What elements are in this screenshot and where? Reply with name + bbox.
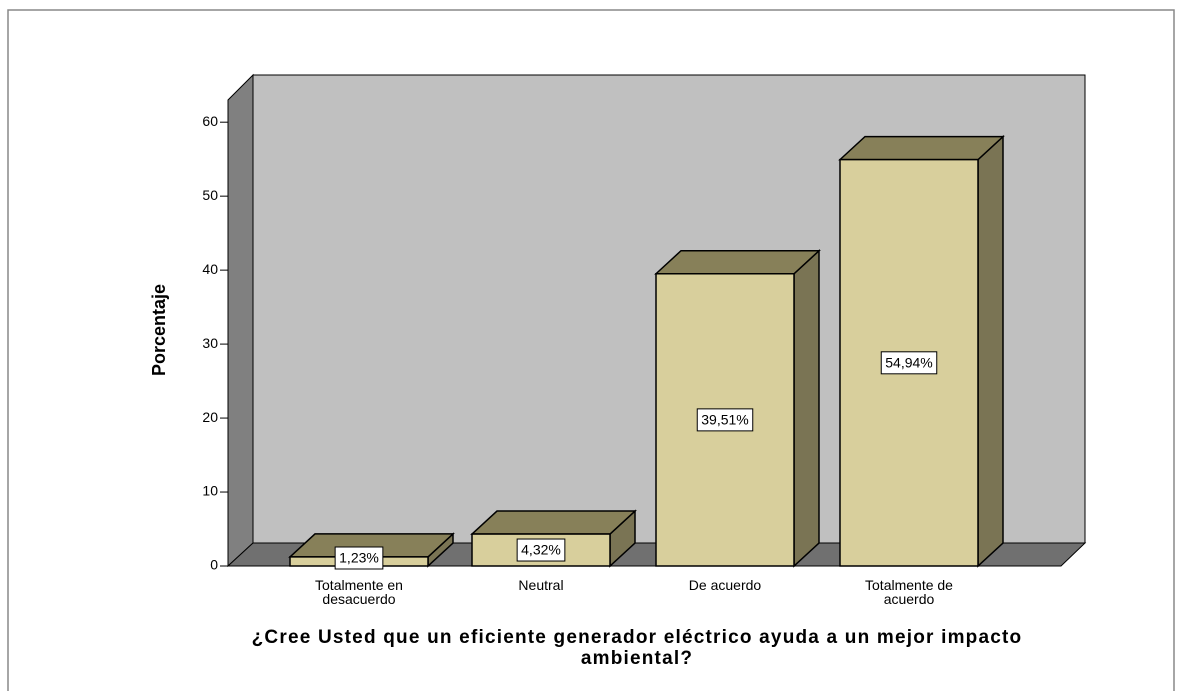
x-tick-label: De acuerdo xyxy=(688,577,762,593)
y-tick-label: 20 xyxy=(202,409,218,425)
value-label-box xyxy=(696,408,754,432)
x-tick-label: Totalmente de acuerdo xyxy=(865,577,953,607)
y-tick-label: 50 xyxy=(202,187,218,203)
x-axis-title: ¿Cree Usted que un eficiente generador e… xyxy=(251,627,1023,669)
bar-top xyxy=(470,510,637,535)
value-label-box xyxy=(516,538,566,562)
y-tick-label: 60 xyxy=(202,113,218,129)
y-tick-label: 0 xyxy=(210,557,218,573)
value-label: 39,51% xyxy=(701,412,748,428)
y-axis-label: Porcentaje xyxy=(149,284,169,376)
value-label: 1,23% xyxy=(339,550,379,566)
value-label: 54,94% xyxy=(885,355,932,371)
y-tick-label: 40 xyxy=(202,261,218,277)
value-label-box xyxy=(334,546,384,570)
x-tick-label: Neutral xyxy=(518,577,564,593)
y-tick-label: 30 xyxy=(202,335,218,351)
value-label: 4,32% xyxy=(521,542,561,558)
bar-top xyxy=(838,135,1005,161)
value-label-box xyxy=(880,351,938,375)
y-tick-label: 10 xyxy=(202,483,218,499)
side-wall xyxy=(227,73,254,568)
x-tick-label: Totalmente en desacuerdo xyxy=(315,577,403,607)
bar-top xyxy=(654,250,821,275)
bar-side xyxy=(977,134,1004,568)
bar-side xyxy=(793,249,820,568)
